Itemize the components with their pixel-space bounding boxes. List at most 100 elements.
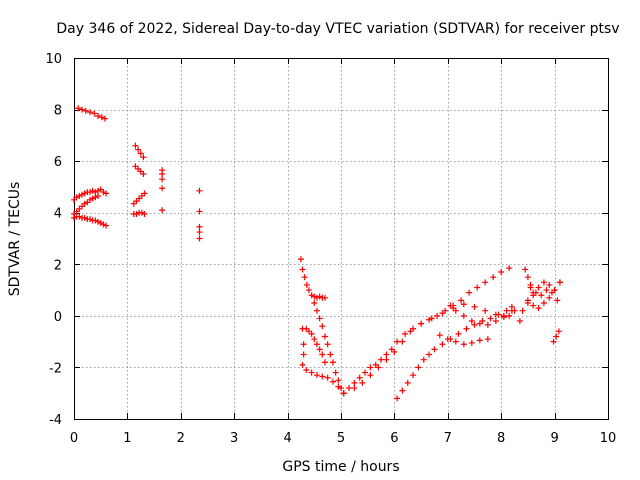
data-point [458, 297, 465, 304]
data-point [335, 383, 342, 390]
data-point [471, 321, 478, 328]
data-point [313, 341, 320, 348]
data-point [351, 379, 358, 386]
data-point [87, 189, 94, 196]
x-tick-label: 8 [497, 431, 505, 446]
data-point [431, 346, 438, 353]
data-point [332, 369, 339, 376]
data-point [141, 190, 148, 197]
data-point [103, 190, 110, 197]
series-arc-19 [447, 302, 523, 328]
data-point [316, 293, 323, 300]
data-point [313, 294, 320, 301]
data-point [324, 341, 331, 348]
data-point [81, 200, 88, 207]
data-point [476, 320, 483, 327]
x-tick-label: 1 [123, 431, 131, 446]
data-point [133, 211, 140, 218]
data-point [548, 289, 555, 296]
data-point [538, 292, 545, 299]
data-point [75, 105, 82, 112]
data-point [460, 301, 467, 308]
chart-title: Day 346 of 2022, Sidereal Day-to-day VTE… [56, 21, 619, 37]
data-point [329, 359, 336, 366]
data-point [471, 303, 478, 310]
data-point [308, 330, 315, 337]
data-point [378, 356, 385, 363]
data-point [82, 107, 89, 114]
data-point [196, 187, 203, 194]
data-point [420, 356, 427, 363]
data-point [196, 229, 203, 236]
x-tick-label: 6 [390, 431, 398, 446]
data-point [313, 372, 320, 379]
data-point [498, 269, 505, 276]
data-point [383, 356, 390, 363]
data-point [530, 302, 537, 309]
data-point [299, 266, 306, 273]
data-point [394, 395, 401, 402]
series-arc-8 [130, 209, 148, 218]
data-point [447, 302, 454, 309]
data-point [319, 351, 326, 358]
data-point [356, 374, 363, 381]
data-point [140, 171, 147, 178]
series-arc-2 [71, 186, 110, 203]
data-point [95, 187, 102, 194]
data-point [329, 378, 336, 385]
data-point [550, 338, 557, 345]
data-point [335, 377, 342, 384]
series-arc-12 [311, 293, 328, 301]
series-arc-4 [71, 213, 110, 229]
data-point [418, 320, 425, 327]
data-point [92, 217, 99, 224]
data-point [308, 369, 315, 376]
series-arc-9 [159, 167, 166, 214]
data-point [428, 315, 435, 322]
data-point [327, 351, 334, 358]
data-point [466, 289, 473, 296]
data-point [89, 187, 96, 194]
data-point [303, 281, 310, 288]
data-point [532, 289, 539, 296]
data-point [524, 297, 531, 304]
data-point [196, 235, 203, 242]
data-point [402, 330, 409, 337]
data-point [554, 297, 561, 304]
data-point [338, 385, 344, 392]
data-point [316, 346, 323, 353]
data-point [535, 284, 542, 291]
x-tick-label: 2 [177, 431, 185, 446]
data-point [319, 373, 326, 380]
data-point [383, 351, 390, 358]
data-point [92, 194, 99, 201]
data-point [484, 321, 491, 328]
series-arc-16 [340, 265, 513, 397]
data-point [503, 307, 510, 314]
data-point [71, 214, 77, 221]
data-point [455, 330, 462, 337]
axis-ticks: 0 1 2 3 4 5 6 7 8 9 10 -4 -2 0 2 4 6 8 10 [45, 52, 616, 446]
data-point [522, 266, 529, 273]
data-point [351, 385, 358, 392]
data-point [543, 287, 550, 294]
data-point [394, 338, 401, 345]
y-tick-label: -4 [49, 413, 62, 428]
data-point [159, 185, 166, 192]
data-point [527, 284, 534, 291]
data-point [410, 372, 417, 379]
series-arc-5 [132, 142, 147, 161]
data-point [95, 113, 102, 120]
data-point [359, 379, 366, 386]
data-point [140, 154, 147, 161]
data-point [87, 109, 94, 116]
data-point [303, 367, 310, 374]
data-point [439, 341, 446, 348]
series-arc-20 [436, 332, 491, 348]
data-point [452, 338, 459, 345]
data-point [375, 364, 382, 371]
data-point [482, 279, 489, 286]
data-point [404, 379, 411, 386]
data-point [81, 190, 88, 197]
series-arc-1 [75, 105, 108, 122]
